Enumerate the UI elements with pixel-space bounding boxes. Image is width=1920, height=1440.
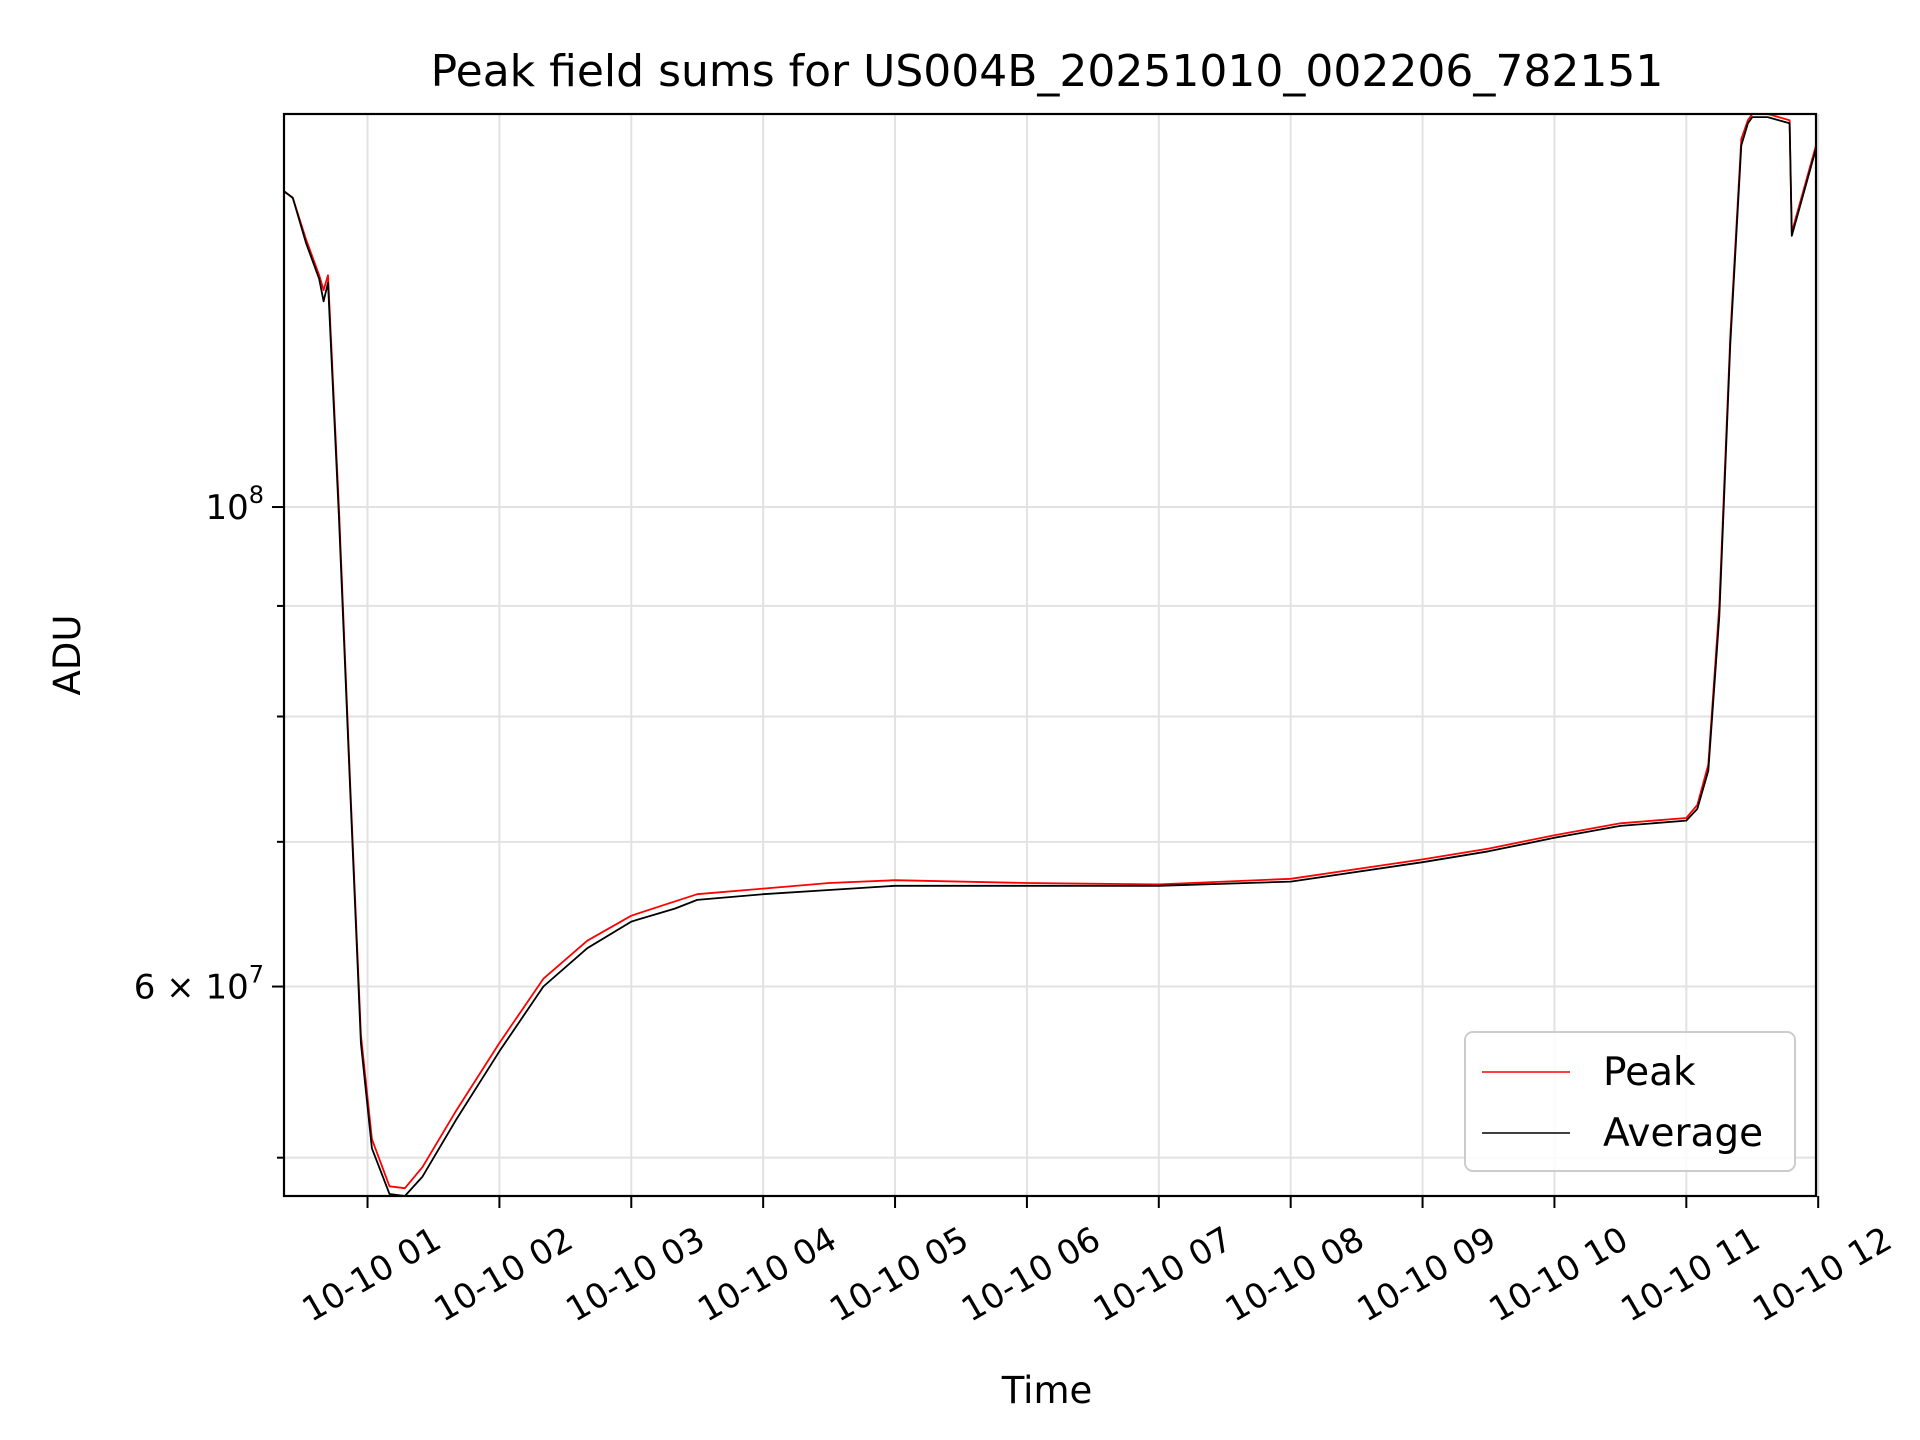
series-lines — [284, 114, 1816, 1196]
y-axis-ticks: 108 6 × 107 — [134, 481, 284, 1159]
y-tick-label: 6 × 107 — [134, 961, 264, 1008]
legend-label-peak: Peak — [1603, 1050, 1696, 1095]
legend-frame — [1464, 1031, 1796, 1172]
y-axis-label: ADU — [46, 615, 89, 696]
grid — [284, 114, 1820, 1196]
chart-title: Peak field sums for US004B_20251010_0022… — [431, 46, 1664, 97]
legend-label-average: Average — [1603, 1111, 1763, 1156]
series-line-average — [284, 116, 1816, 1196]
y-tick-label: 108 — [205, 481, 264, 528]
plot-area-frame — [282, 112, 1818, 1198]
x-axis-label: Time — [1001, 1369, 1093, 1412]
legend: Peak Average — [1464, 1031, 1796, 1172]
